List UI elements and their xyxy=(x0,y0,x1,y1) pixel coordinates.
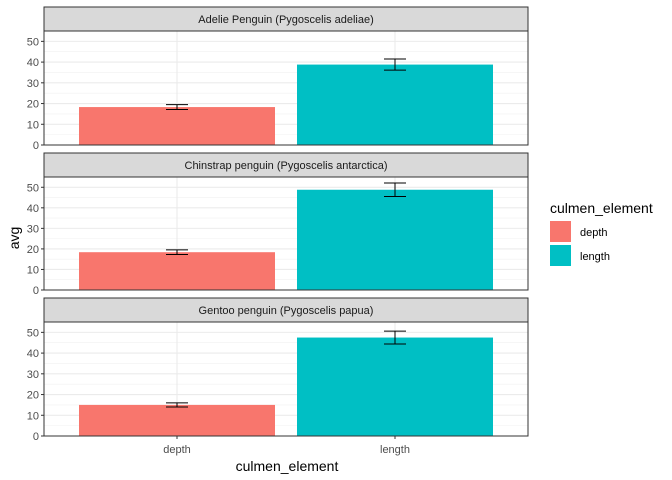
y-tick-label: 10 xyxy=(27,119,39,131)
legend-key-length xyxy=(550,245,571,266)
y-tick-label: 10 xyxy=(27,264,39,276)
y-tick-label: 10 xyxy=(27,410,39,422)
x-axis: depth length xyxy=(163,436,410,456)
y-tick-label: 50 xyxy=(27,36,39,48)
facet-strip xyxy=(43,6,529,32)
error-bar xyxy=(384,58,406,71)
x-axis-title: culmen_element xyxy=(236,458,339,474)
y-tick-label: 30 xyxy=(27,223,39,235)
facet-strip xyxy=(43,297,529,323)
y-tick-label: 0 xyxy=(33,285,39,297)
facet-panel: Adelie Penguin (Pygoscelis adeliae) 0 10 20… xyxy=(27,6,529,152)
x-tick-label: length xyxy=(380,444,410,456)
y-tick-label: 40 xyxy=(27,203,39,215)
bar-length xyxy=(297,337,493,436)
y-tick-label: 20 xyxy=(27,99,39,111)
y-tick-label: 0 xyxy=(33,431,39,443)
error-bar xyxy=(384,182,406,198)
facet-panel: Gentoo penguin (Pygoscelis papua) 0 10 20 30… xyxy=(27,297,529,443)
facet-strip-label: Adelie Penguin (Pygoscelis adeliae) xyxy=(198,14,374,26)
facet-strip-label: Chinstrap penguin (Pygoscelis antarctica… xyxy=(185,160,388,172)
y-tick-label: 40 xyxy=(27,348,39,360)
y-tick-label: 20 xyxy=(27,244,39,256)
y-tick-label: 50 xyxy=(27,327,39,339)
error-bar xyxy=(166,104,188,111)
bar-depth xyxy=(79,404,275,436)
facet-panels: Adelie Penguin (Pygoscelis adeliae) 0 10 20… xyxy=(27,6,529,443)
bar-depth xyxy=(79,252,275,290)
error-bar xyxy=(166,402,188,408)
panel-border xyxy=(43,30,529,146)
panel-border xyxy=(43,321,529,437)
legend-label: length xyxy=(580,251,610,263)
panel-border xyxy=(43,176,529,291)
y-tick-label: 0 xyxy=(33,140,39,152)
y-tick-label: 50 xyxy=(27,182,39,194)
y-tick-label: 30 xyxy=(27,369,39,381)
bar-length xyxy=(297,189,493,290)
y-tick-label: 40 xyxy=(27,57,39,69)
legend-title: culmen_element xyxy=(550,200,653,216)
legend-label: depth xyxy=(580,227,608,239)
facet-panel: Chinstrap penguin (Pygoscelis antarctica… xyxy=(27,152,529,297)
legend-key-depth xyxy=(550,221,571,242)
facet-strip-label: Gentoo penguin (Pygoscelis papua) xyxy=(199,305,374,317)
bar-depth xyxy=(79,107,275,145)
error-bar xyxy=(166,249,188,255)
error-bar xyxy=(384,330,406,345)
x-tick-label: depth xyxy=(163,444,191,456)
y-tick-label: 30 xyxy=(27,78,39,90)
legend: culmen_element depth length xyxy=(550,200,653,266)
y-axis-title: avg xyxy=(6,227,22,250)
bar-length xyxy=(297,64,493,145)
y-tick-label: 20 xyxy=(27,390,39,402)
